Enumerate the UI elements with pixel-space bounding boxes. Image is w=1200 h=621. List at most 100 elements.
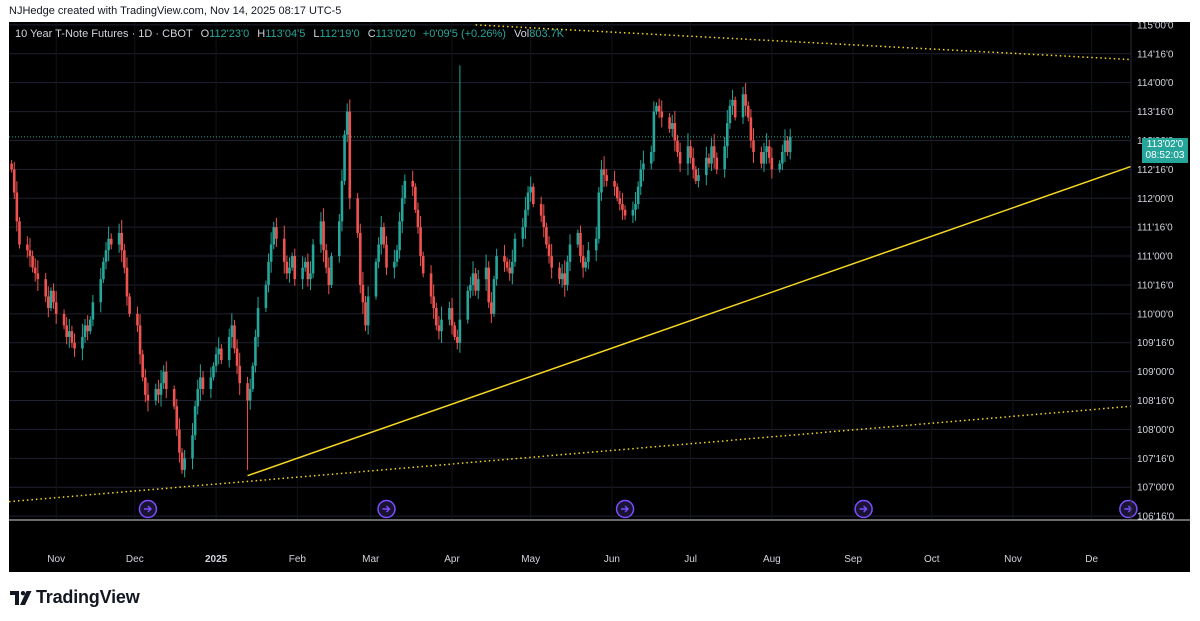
time-tick-label: Aug bbox=[763, 554, 781, 565]
candle-body bbox=[542, 215, 546, 228]
low-value: 112'19'0 bbox=[319, 28, 360, 40]
candle-body bbox=[605, 175, 609, 181]
candle-body bbox=[28, 250, 32, 257]
symbol-title: 10 Year T-Note Futures · 1D · CBOT bbox=[15, 28, 193, 40]
price-tick-label: 113'16'0 bbox=[1137, 107, 1174, 118]
candle-body bbox=[691, 157, 695, 170]
symbol-legend: 10 Year T-Note Futures · 1D · CBOT O112'… bbox=[15, 28, 564, 40]
candle-body bbox=[723, 146, 726, 170]
candle-body bbox=[102, 261, 105, 280]
candle-body bbox=[600, 169, 603, 193]
candle-body bbox=[199, 377, 202, 389]
candle-body bbox=[414, 186, 417, 210]
candle-body bbox=[338, 221, 341, 257]
candle-body bbox=[694, 169, 698, 181]
price-tick-label: 110'16'0 bbox=[1137, 280, 1174, 291]
candle-body bbox=[490, 302, 493, 314]
support-trendline bbox=[247, 165, 1132, 477]
arrow-circle-icon[interactable] bbox=[138, 499, 158, 519]
candle-body bbox=[230, 325, 234, 337]
arrow-circle-icon[interactable] bbox=[854, 499, 873, 519]
candle-body bbox=[411, 180, 415, 187]
candle-body bbox=[154, 388, 158, 401]
time-axis: Nov Dec 2025 Feb Mar Apr May Jun Jul Aug Sep Oct Nov… bbox=[9, 519, 1190, 565]
candle-body bbox=[634, 204, 637, 210]
candle-body bbox=[306, 261, 310, 280]
candle-body bbox=[86, 325, 89, 332]
arrow-circle-icon[interactable] bbox=[615, 499, 635, 519]
time-tick-label: Jun bbox=[604, 554, 620, 565]
candle-body bbox=[345, 111, 349, 135]
price-grid bbox=[9, 22, 1131, 519]
price-tick-label: 107'00'0 bbox=[1137, 483, 1175, 494]
arrow-circle-icon[interactable] bbox=[377, 499, 396, 519]
time-tick-label: Mar bbox=[362, 554, 380, 565]
candle-body bbox=[788, 137, 792, 153]
candle-body bbox=[327, 267, 331, 285]
candle-body bbox=[54, 302, 58, 314]
candle-body bbox=[398, 221, 401, 251]
candle-body bbox=[476, 279, 480, 291]
time-tick-label: Oct bbox=[924, 554, 940, 565]
candle-body bbox=[760, 152, 763, 164]
candle-body bbox=[144, 377, 147, 395]
candle-body bbox=[220, 348, 223, 361]
candle-body bbox=[293, 256, 297, 280]
candle-body bbox=[419, 227, 422, 257]
price-tick-label: 108'16'0 bbox=[1137, 396, 1175, 407]
candle-body bbox=[282, 238, 286, 262]
candle-body bbox=[379, 227, 383, 245]
candle-body bbox=[180, 452, 184, 470]
candle-body bbox=[568, 244, 572, 262]
dotted-channel-line bbox=[475, 24, 1132, 61]
price-tick-label: 109'00'0 bbox=[1137, 367, 1175, 378]
candle-body bbox=[466, 290, 470, 320]
candle-body bbox=[602, 169, 606, 176]
candle-body bbox=[183, 458, 186, 470]
volume-value: 803.7K bbox=[529, 28, 565, 40]
candle-body bbox=[707, 157, 711, 164]
candle-body bbox=[587, 250, 590, 262]
candle-body bbox=[214, 354, 218, 366]
candlestick-chart[interactable]: 106'16'0 107'00'0 107'16'0 108'00'0 108'16'0… bbox=[9, 22, 1190, 572]
candle-body bbox=[26, 244, 29, 251]
candle-body bbox=[778, 163, 782, 170]
candle-body bbox=[416, 209, 420, 228]
candle-body bbox=[505, 261, 509, 268]
candle-body bbox=[288, 267, 291, 274]
candle-body bbox=[710, 146, 713, 164]
candle-body bbox=[621, 204, 624, 210]
event-icon-arrow bbox=[382, 505, 391, 513]
candle-body bbox=[623, 209, 627, 216]
event-icon-arrow bbox=[143, 505, 152, 513]
candle-body bbox=[62, 313, 66, 326]
candle-body bbox=[191, 435, 194, 459]
price-axis: 106'16'0 107'00'0 107'16'0 108'00'0 108'16'0… bbox=[1130, 22, 1175, 523]
candle-body bbox=[162, 371, 165, 384]
candle-body bbox=[733, 100, 737, 118]
candle-body bbox=[254, 336, 257, 366]
tradingview-logo[interactable]: TradingView bbox=[10, 587, 140, 608]
candle-body bbox=[73, 342, 76, 349]
candle-body bbox=[563, 273, 567, 285]
candle-body bbox=[65, 325, 68, 337]
event-icon-arrow bbox=[859, 505, 868, 513]
candle-body bbox=[511, 261, 514, 274]
candle-body bbox=[364, 302, 367, 326]
time-tick-label: Nov bbox=[1004, 554, 1022, 565]
chart-area[interactable]: 106'16'0 107'00'0 107'16'0 108'00'0 108'16'0… bbox=[9, 22, 1190, 572]
candle-body bbox=[705, 157, 708, 176]
candle-body bbox=[642, 163, 645, 170]
candle-body bbox=[655, 105, 658, 112]
tradingview-logo-icon bbox=[10, 590, 32, 605]
arrow-circle-icon[interactable] bbox=[1119, 499, 1138, 519]
candle-body bbox=[458, 319, 462, 343]
candle-body bbox=[10, 163, 13, 170]
price-tick-label: 106'16'0 bbox=[1137, 512, 1175, 523]
bar-countdown: 08:52:03 bbox=[1145, 150, 1185, 161]
candle-body bbox=[435, 308, 438, 326]
candles bbox=[10, 65, 792, 478]
candle-body bbox=[303, 261, 307, 268]
change-value: +0'09'5 (+0.26%) bbox=[422, 28, 506, 40]
candle-body bbox=[382, 227, 386, 245]
